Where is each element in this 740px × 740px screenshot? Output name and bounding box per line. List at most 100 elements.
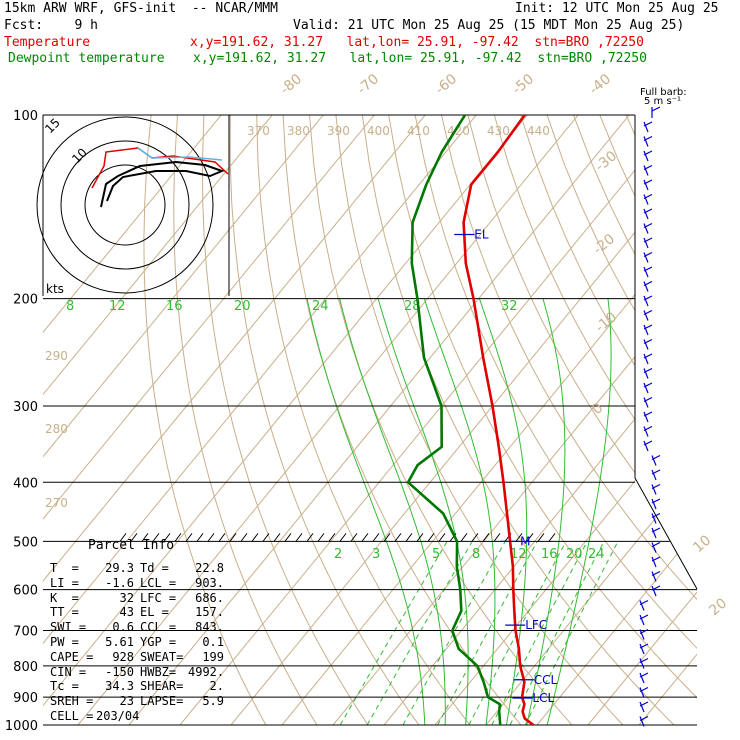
theta-label: 290 [45, 349, 68, 363]
isotherm-label: -60 [432, 71, 460, 98]
hatch-mark [460, 533, 468, 542]
dry-adiabat-line [705, 115, 740, 725]
theta-label: 370 [247, 124, 270, 138]
parcel-value: 32 [119, 590, 134, 605]
wind-barb [643, 368, 649, 379]
theta-e-label: 16 [166, 299, 183, 314]
wind-barb [643, 194, 649, 205]
hatch-mark [482, 533, 490, 542]
isotherm-line [43, 115, 273, 725]
dry-adiabat-line [201, 115, 369, 725]
parcel-row: T = 29.3 Td = 22.8 [50, 561, 230, 576]
wind-barb [639, 716, 645, 727]
parcel-label: LCL = [140, 575, 177, 590]
mixing-ratio-label: 12 [510, 547, 527, 562]
parcel-label: T = [50, 561, 79, 575]
parcel-row: SWI = 0.6 CCL = 843. [50, 620, 230, 635]
hatch-mark [427, 533, 435, 542]
parcel-label: SWEAT= [140, 649, 184, 664]
hatch-mark [251, 533, 259, 542]
isotherm-label: 0 [589, 400, 606, 418]
isotherm-line [536, 115, 697, 725]
hatch-mark [174, 533, 182, 542]
hatch-mark [284, 533, 292, 542]
parcel-value: 34.3 [105, 679, 134, 694]
hodograph-trace [137, 147, 223, 161]
parcel-value: 928 [112, 649, 134, 664]
level-label-lfc: LFC [525, 618, 547, 632]
wind-key-label: 5 m s⁻¹ [644, 96, 681, 107]
pressure-label: 300 [13, 400, 38, 415]
dry-adiabat-line [414, 115, 697, 725]
wind-barb [643, 382, 649, 394]
parcel-info-title: Parcel Info [88, 538, 175, 553]
theta-e-label: 12 [109, 299, 126, 314]
isotherm-line [43, 115, 528, 725]
wind-barb [639, 687, 645, 698]
hatch-mark [493, 533, 501, 542]
wind-barb [643, 136, 649, 147]
parcel-value: 199 [202, 649, 224, 664]
hodograph-trace [100, 160, 225, 208]
hodograph-ring-label: 10 [69, 145, 90, 166]
hatch-mark [537, 533, 545, 542]
hatch-mark [438, 533, 446, 542]
dry-adiabat-line [652, 115, 697, 725]
hatch-mark [306, 533, 314, 542]
wind-barb [651, 571, 657, 582]
parcel-label: LI = [50, 575, 79, 590]
wind-barb [639, 658, 645, 669]
isotherm-label: -10 [592, 309, 620, 336]
hatch-mark [119, 533, 127, 542]
mixing-ratio-label: 8 [472, 547, 480, 562]
mixing-ratio-line [509, 541, 605, 725]
hatch-mark [130, 533, 138, 542]
hodograph-ring [84, 164, 166, 246]
theta-label: 280 [45, 422, 68, 436]
mixing-ratio-line [437, 541, 538, 725]
wind-barb [651, 469, 657, 481]
theta-label: 390 [327, 124, 350, 138]
parcel-label: PW = [50, 635, 79, 649]
init-time: Init: 12 UTC Mon 25 Aug 25 [515, 1, 719, 16]
theta-e-label: 28 [404, 299, 421, 314]
wind-key-label: Full barb: [640, 87, 687, 98]
mixing-ratio-label: 20 [566, 547, 583, 562]
parcel-value: 5.61 [105, 635, 134, 649]
hodograph-ring [60, 140, 190, 270]
wind-barb [639, 629, 645, 640]
mixing-ratio-label: 24 [588, 547, 605, 562]
dewpoint-legend-label: Dewpoint temperature [8, 51, 165, 66]
dewpoint-legend-info: x,y=191.62, 31.27 lat,lon= 25.91, -97.42… [193, 51, 647, 66]
pressure-label: 100 [13, 109, 38, 124]
wind-barb [651, 513, 657, 524]
mixing-ratio-label: 5 [432, 547, 440, 562]
parcel-label: Td = [140, 561, 169, 575]
isotherm-line [43, 115, 426, 725]
pressure-label: 900 [13, 691, 38, 706]
pressure-label: 700 [13, 625, 38, 640]
wind-barb [651, 484, 657, 495]
forecast-hour: Fcst: 9 h [4, 18, 98, 33]
wind-barb [651, 498, 657, 510]
parcel-label: YGP = [140, 635, 177, 649]
mixing-ratio-label: 16 [541, 547, 558, 562]
isotherm-line [281, 115, 697, 725]
theta-e-label: 24 [312, 299, 329, 314]
mixing-ratio-label: 2 [334, 547, 342, 562]
wind-barb [643, 353, 649, 365]
isotherm-label: -40 [586, 71, 614, 98]
hatch-mark [207, 533, 215, 542]
wind-barb [643, 266, 649, 278]
parcel-row: CELL = 203/04 [50, 709, 230, 724]
dry-adiabat-line [493, 115, 697, 725]
mixing-ratio-line [491, 541, 588, 725]
level-label-lcl: LCL [532, 691, 554, 705]
wind-barb [639, 614, 645, 626]
parcel-label: SHEAR= [140, 679, 184, 694]
mixing-ratio-line [402, 541, 506, 725]
isotherm-line [43, 115, 324, 725]
hatch-mark [185, 533, 193, 542]
wind-barbs: Full barb:5 m s⁻¹ [639, 87, 687, 727]
mixing-ratio-line [366, 541, 473, 725]
